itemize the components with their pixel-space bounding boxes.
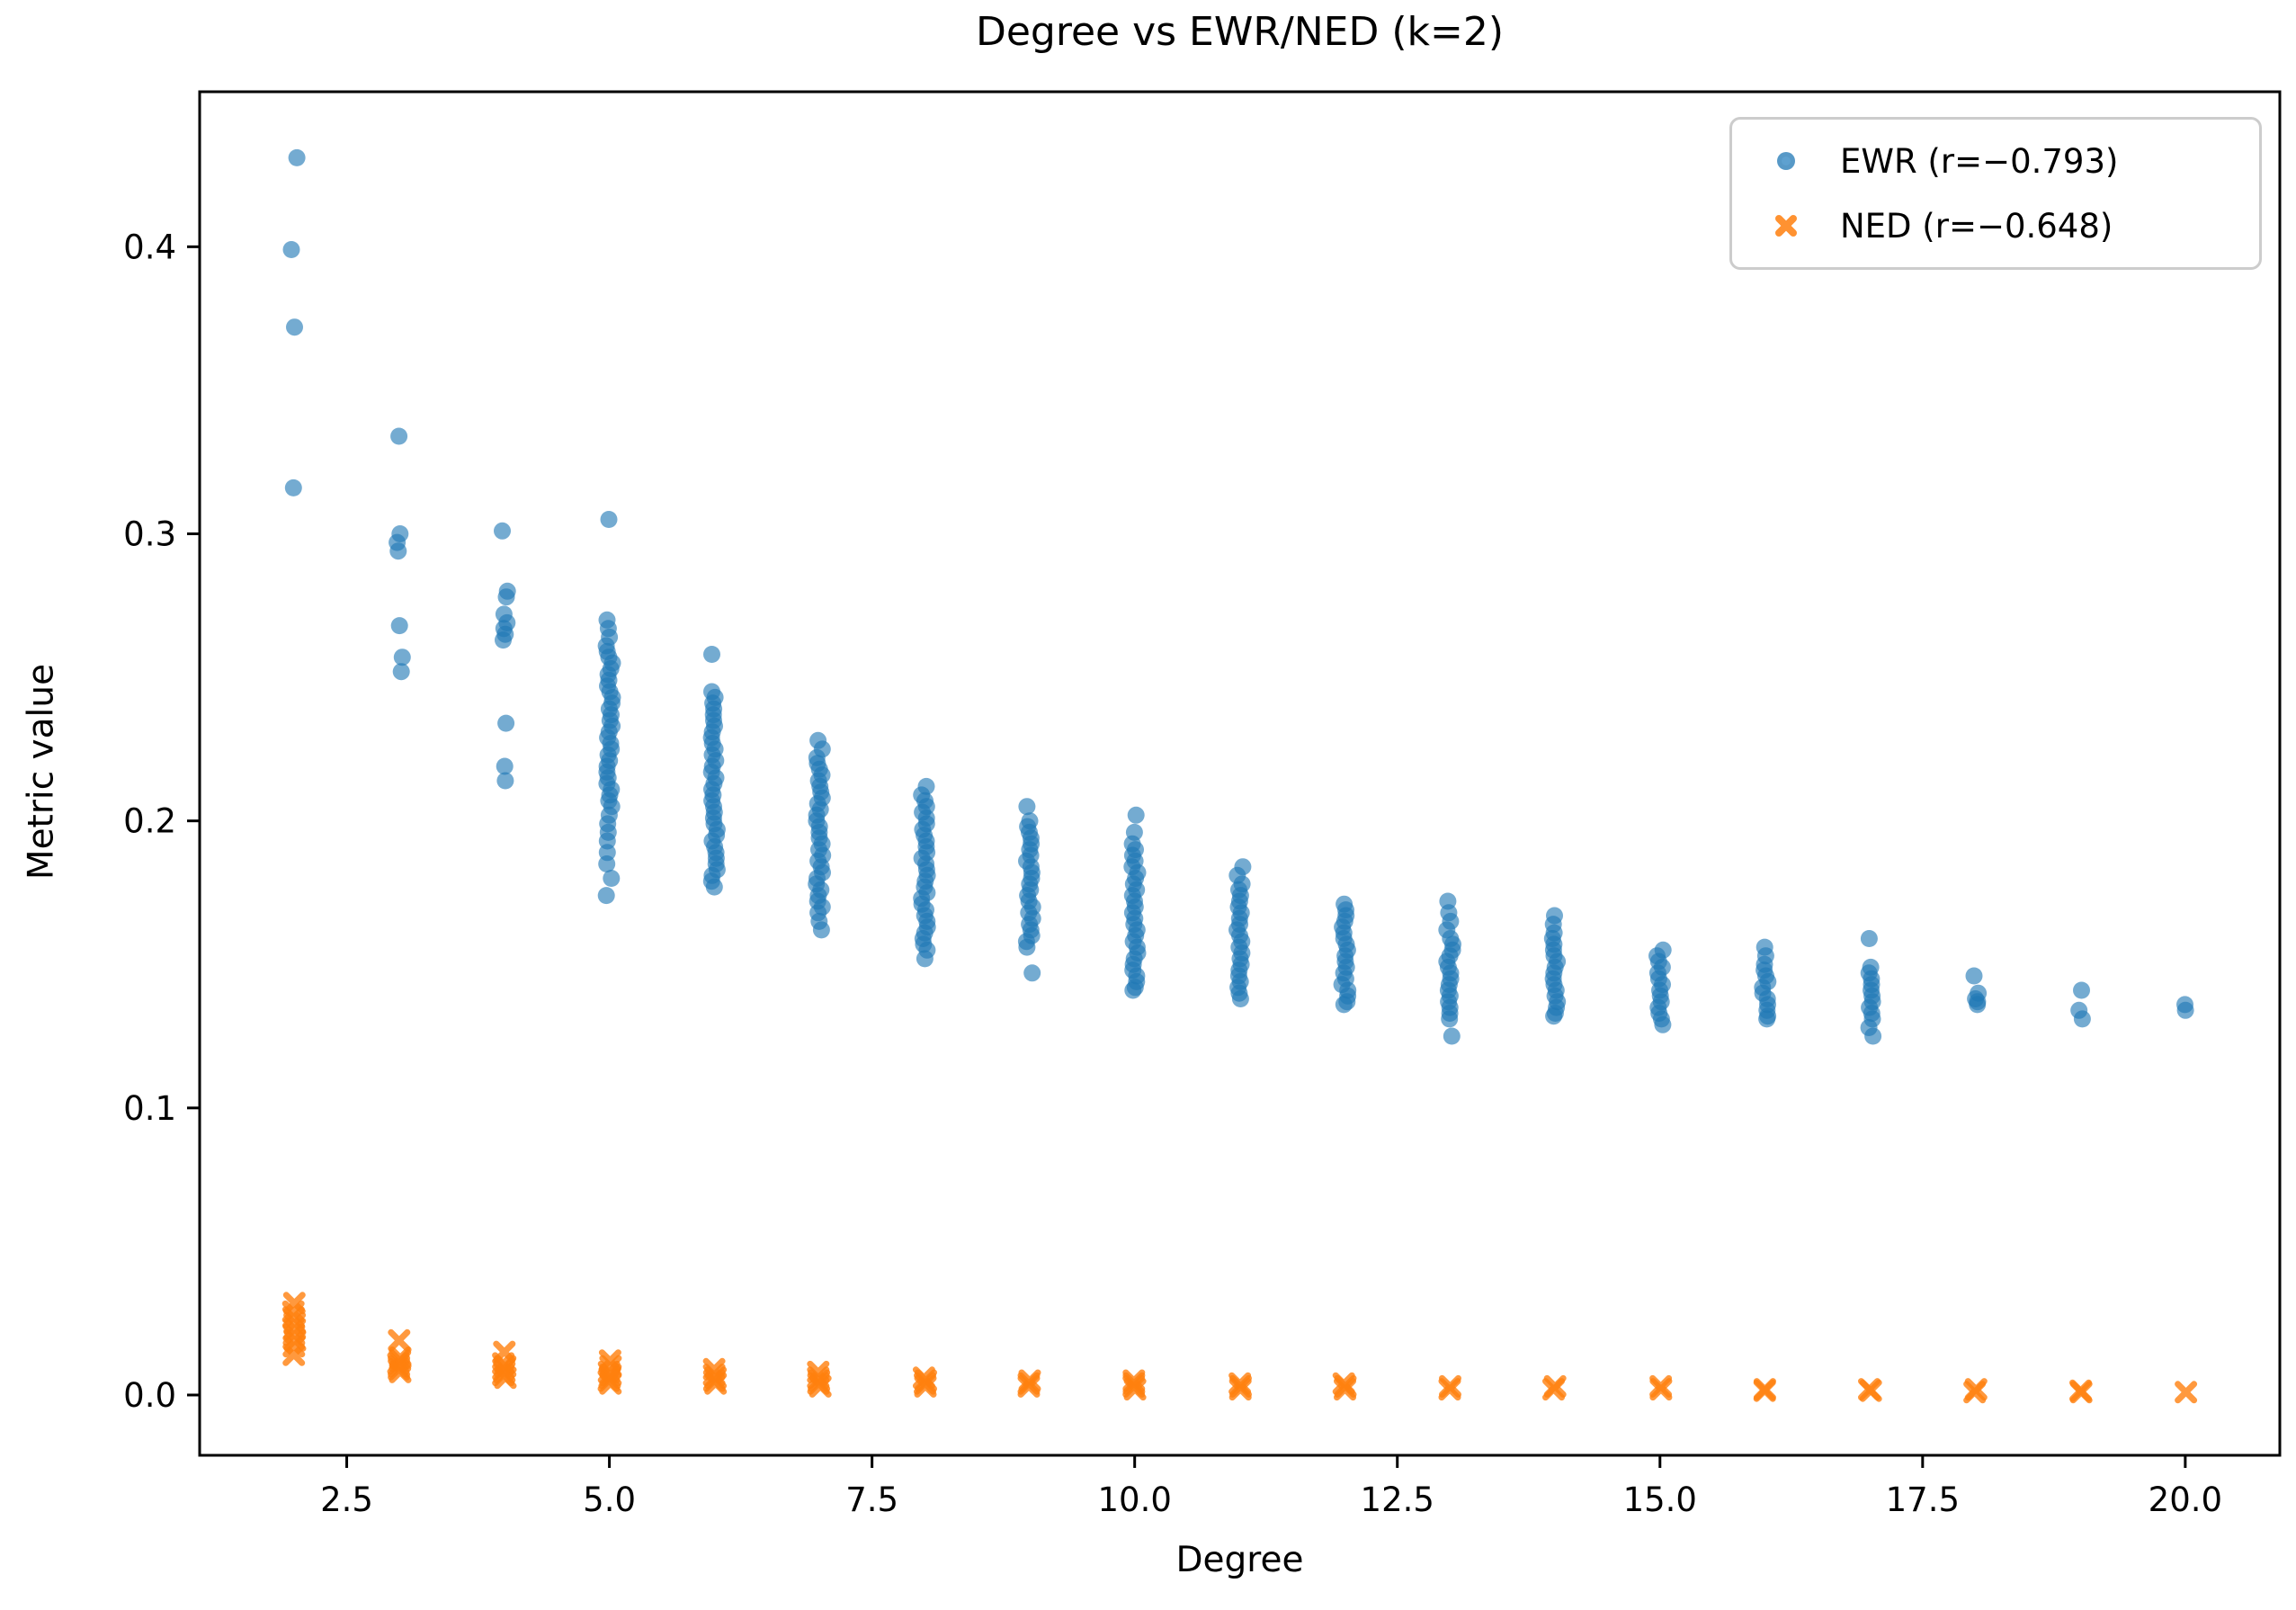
ewr-point (495, 631, 512, 649)
ewr-point (1023, 964, 1041, 982)
ewr-point (2073, 1010, 2091, 1028)
ewr-point (497, 714, 515, 732)
ewr-point (1443, 1027, 1461, 1045)
y-axis-label: Metric value (21, 663, 62, 881)
ewr-point (598, 855, 616, 872)
ned-point (1228, 1378, 1252, 1401)
ned-point (1649, 1378, 1673, 1401)
ewr-point (496, 757, 514, 775)
x-tick-label: 10.0 (1097, 1480, 1171, 1519)
ned-point (1859, 1379, 1882, 1402)
ewr-point (1654, 1015, 1672, 1033)
ned-point (389, 1360, 412, 1383)
chart-title: Degree vs EWR/NED (k=2) (975, 9, 1505, 55)
ned-x-icon (1732, 212, 1840, 239)
ned-point (282, 1343, 306, 1366)
ewr-point (1965, 967, 1983, 985)
ned-point (2175, 1381, 2198, 1404)
x-tick-label: 5.0 (583, 1480, 636, 1519)
ewr-point (600, 511, 618, 528)
legend-label-ewr: EWR (r=−0.793) (1840, 141, 2119, 181)
x-tick-label: 2.5 (320, 1480, 373, 1519)
legend-label-ned: NED (r=−0.648) (1840, 206, 2113, 246)
ewr-point (282, 241, 300, 258)
legend-entry-ned: NED (r=−0.648) (1732, 197, 2259, 255)
ned-point (809, 1374, 832, 1398)
ned-point (494, 1366, 517, 1390)
ned-point (704, 1372, 728, 1395)
ned-point (1542, 1378, 1565, 1401)
y-tick-label: 0.3 (123, 515, 176, 554)
ewr-point (1969, 996, 1987, 1014)
x-tick-label: 17.5 (1886, 1480, 1960, 1519)
ewr-point (705, 878, 723, 896)
ned-point (1017, 1374, 1041, 1398)
ewr-point (392, 663, 410, 681)
ned-point (1438, 1378, 1461, 1401)
legend-entry-ewr: EWR (r=−0.793) (1732, 132, 2259, 190)
ned-point (388, 1328, 411, 1352)
x-tick-label: 15.0 (1623, 1480, 1697, 1519)
ewr-circle-icon (1732, 148, 1840, 174)
ewr-point (393, 648, 411, 666)
ewr-point (1441, 1010, 1459, 1028)
ewr-point (1018, 798, 1036, 816)
x-tick-label: 20.0 (2149, 1480, 2222, 1519)
ewr-point (2176, 1001, 2194, 1019)
ewr-point (603, 870, 621, 887)
ewr-point (1231, 990, 1249, 1007)
ned-point (1123, 1378, 1147, 1401)
ewr-point (389, 542, 407, 560)
y-tick-label: 0.2 (123, 802, 176, 841)
ewr-point (916, 950, 934, 968)
ewr-point (1335, 996, 1353, 1014)
ewr-point (286, 318, 303, 336)
ewr-point (1860, 930, 1878, 947)
ned-point (1753, 1379, 1776, 1402)
ewr-point (1127, 806, 1145, 824)
legend-box: EWR (r=−0.793) NED (r=−0.648) (1729, 117, 2262, 270)
ned-point (1334, 1378, 1356, 1401)
ned-point (2069, 1381, 2093, 1404)
ewr-point (1124, 981, 1142, 999)
ewr-point (2073, 981, 2090, 999)
ewr-point (1018, 938, 1036, 956)
x-tick-label: 12.5 (1361, 1480, 1434, 1519)
ewr-point (703, 646, 720, 663)
x-axis-label: Degree (1175, 1540, 1304, 1580)
ewr-point (390, 617, 408, 635)
ned-point (1963, 1381, 1987, 1404)
ewr-point (1758, 1010, 1776, 1028)
y-tick-label: 0.4 (123, 228, 176, 266)
ewr-point (496, 772, 514, 790)
y-tick-label: 0.0 (123, 1376, 176, 1415)
ned-point (914, 1374, 937, 1398)
plot-frame (198, 90, 2282, 1457)
ewr-point (812, 921, 830, 939)
x-tick-label: 7.5 (845, 1480, 898, 1519)
ewr-point (390, 427, 408, 445)
ewr-point (288, 148, 306, 166)
ewr-point (1545, 1007, 1563, 1025)
ewr-point (597, 887, 615, 905)
ewr-point (494, 522, 511, 540)
ewr-point (497, 588, 515, 606)
ewr-point (1864, 1027, 1882, 1045)
ewr-point (284, 479, 302, 496)
y-tick-label: 0.1 (123, 1089, 176, 1128)
ned-point (599, 1372, 622, 1395)
